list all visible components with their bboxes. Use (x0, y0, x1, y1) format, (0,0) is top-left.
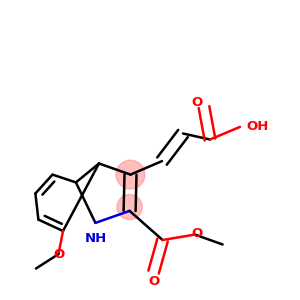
Text: O: O (191, 226, 202, 240)
Text: O: O (148, 275, 159, 288)
Circle shape (116, 160, 145, 189)
Text: NH: NH (84, 232, 106, 245)
Text: O: O (53, 248, 64, 261)
Text: O: O (191, 96, 202, 109)
Circle shape (117, 194, 142, 220)
Text: OH: OH (246, 120, 268, 134)
